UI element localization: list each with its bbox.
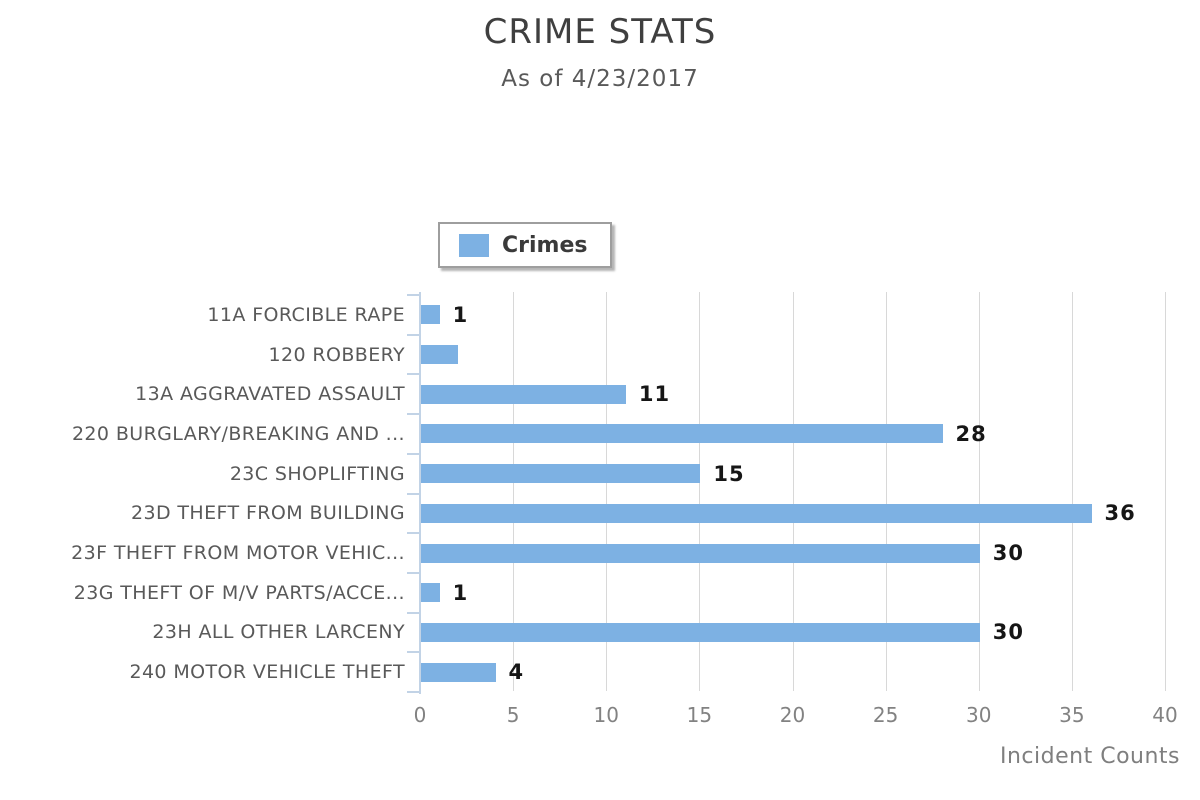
gridline <box>513 292 515 691</box>
bar-value-label: 15 <box>713 461 745 486</box>
x-tick-label: 30 <box>966 703 992 727</box>
bar-value-label: 30 <box>992 541 1024 566</box>
y-axis-tick <box>407 492 420 495</box>
bar <box>421 464 701 484</box>
x-tick-label: 10 <box>593 703 619 727</box>
x-axis-title: Incident Counts <box>1000 744 1180 769</box>
gridline <box>606 292 608 691</box>
bar-value-label: 1 <box>452 302 469 327</box>
bar <box>421 543 980 563</box>
x-tick-label: 5 <box>506 703 520 727</box>
chart-subtitle: As of 4/23/2017 <box>501 66 699 92</box>
bar <box>421 345 459 365</box>
legend-swatch-icon <box>459 233 489 257</box>
y-axis-tick <box>407 691 420 693</box>
bar <box>421 424 943 444</box>
y-axis-line <box>419 292 421 694</box>
x-tick-label: 20 <box>779 703 806 727</box>
x-tick-label: 0 <box>413 703 427 727</box>
bar <box>421 662 496 682</box>
x-tick-label: 15 <box>686 703 713 727</box>
bar <box>421 583 440 603</box>
legend-label: Crimes <box>502 232 588 258</box>
gridline <box>1071 292 1073 691</box>
category-label: 23H ALL OTHER LARCENY <box>152 621 405 644</box>
x-tick-label: 25 <box>872 703 899 727</box>
bar <box>421 305 440 325</box>
x-tick-label: 35 <box>1059 703 1085 727</box>
category-label: 240 MOTOR VEHICLE THEFT <box>129 661 405 684</box>
gridline <box>978 292 980 691</box>
bar-value-label: 4 <box>508 660 525 685</box>
y-axis-tick <box>407 532 420 535</box>
bar-value-label: 11 <box>638 382 671 407</box>
y-axis-tick <box>407 571 420 574</box>
gridline <box>1165 292 1166 691</box>
gridline <box>885 292 887 691</box>
y-axis-tick <box>407 611 420 614</box>
category-label: 23C SHOPLIFTING <box>229 462 405 485</box>
legend: Crimes <box>438 222 612 268</box>
gridline <box>699 292 701 691</box>
category-label: 23D THEFT FROM BUILDING <box>130 502 405 525</box>
y-axis-tick <box>407 373 420 376</box>
bar-value-label: 1 <box>452 580 469 605</box>
category-label: 11A FORCIBLE RAPE <box>207 303 405 326</box>
bar <box>421 622 980 642</box>
y-axis-tick <box>407 333 420 336</box>
y-axis-tick <box>407 413 420 416</box>
gridline <box>792 292 794 691</box>
y-axis-tick <box>407 294 420 296</box>
bar-value-label: 28 <box>955 421 987 446</box>
category-label: 23F THEFT FROM MOTOR VEHIC... <box>71 542 405 565</box>
x-tick-label: 40 <box>1152 703 1178 727</box>
bar-value-label: 30 <box>992 620 1024 645</box>
category-label: 13A AGGRAVATED ASSAULT <box>135 383 405 406</box>
y-axis-tick <box>407 452 420 455</box>
category-label: 220 BURGLARY/BREAKING AND ... <box>71 422 405 445</box>
bar <box>421 503 1092 523</box>
bar <box>421 384 626 404</box>
category-label: 23G THEFT OF M/V PARTS/ACCE... <box>73 581 405 604</box>
category-label: 120 ROBBERY <box>268 343 405 366</box>
y-axis-tick <box>407 651 420 654</box>
bar-value-label: 36 <box>1104 501 1136 526</box>
chart-title: CRIME STATS <box>483 12 717 52</box>
